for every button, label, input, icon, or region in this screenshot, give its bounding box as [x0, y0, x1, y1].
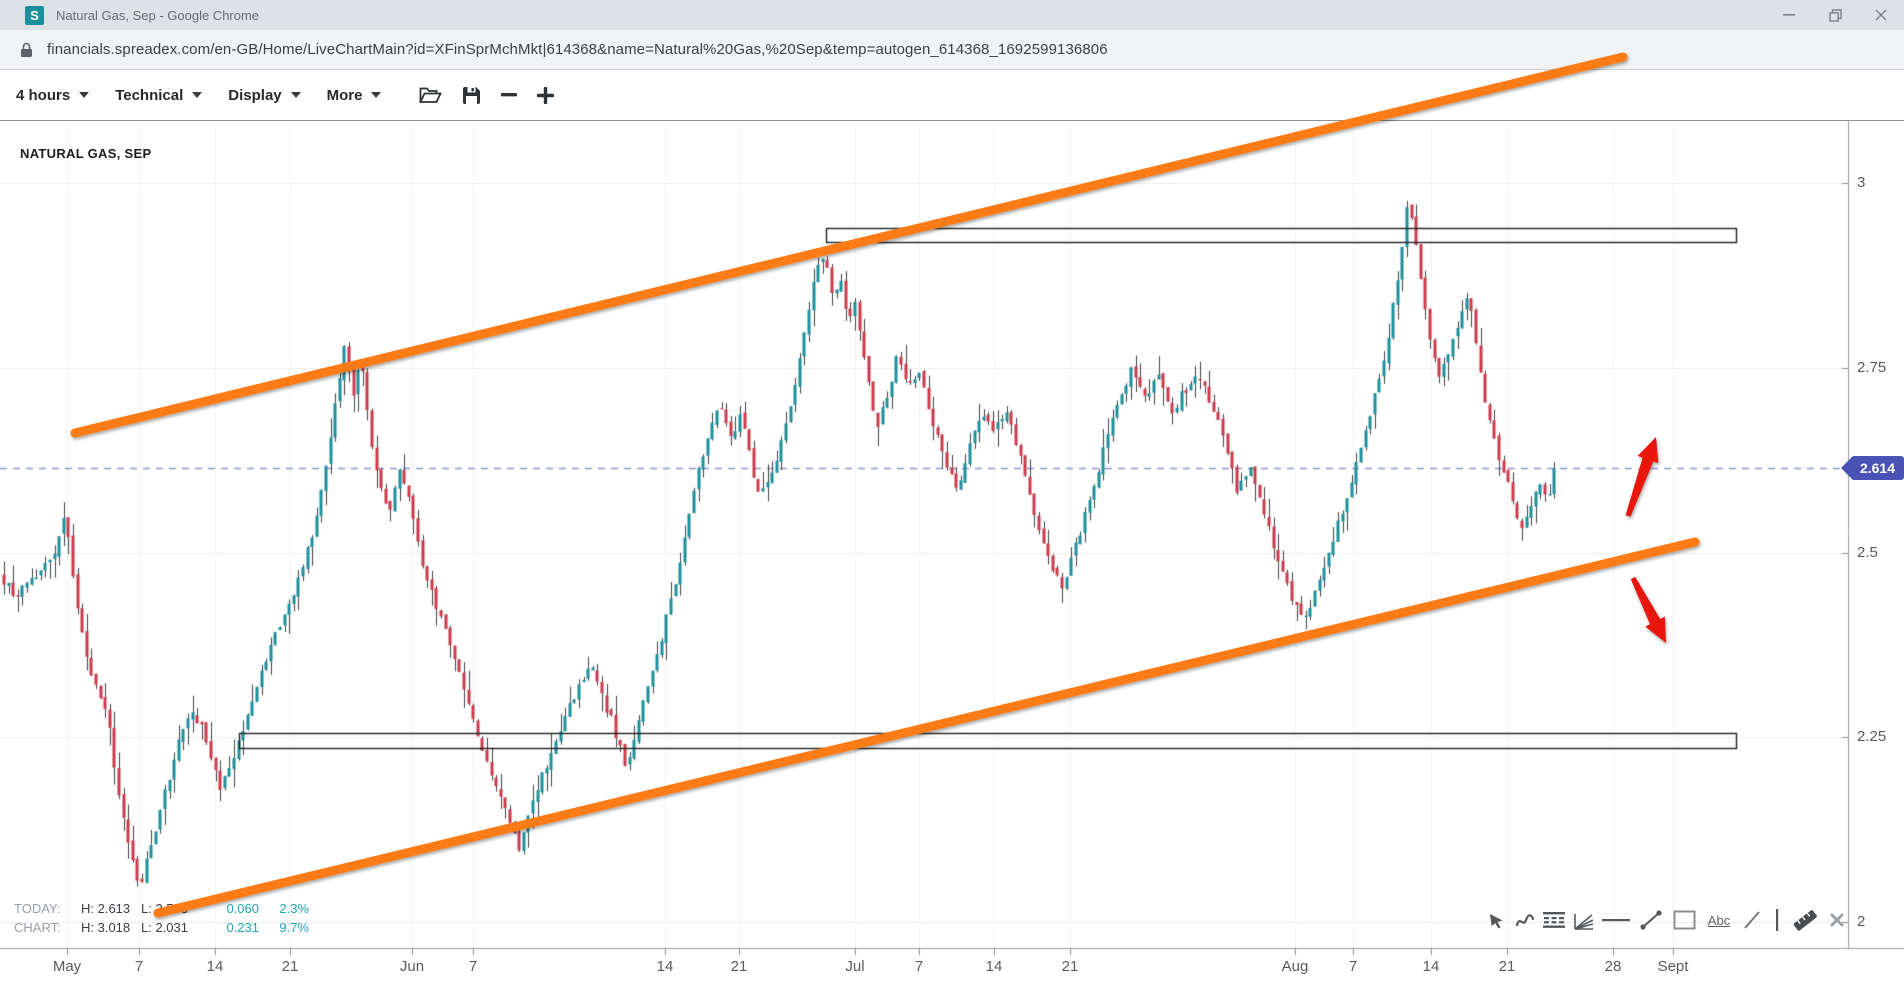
- y-axis-tick-label: 2: [1857, 913, 1866, 930]
- chevron-down-icon: [371, 92, 382, 98]
- save-chart-button[interactable]: [462, 86, 481, 105]
- pointer-tool-button[interactable]: [1485, 908, 1507, 932]
- trend-line-icon: [1640, 910, 1662, 930]
- chart-high: H: 3.018: [81, 920, 131, 935]
- x-axis-tick-label: 7: [134, 958, 144, 975]
- minimize-button[interactable]: [1766, 0, 1812, 30]
- today-change-pct: 2.3%: [279, 901, 309, 916]
- technical-menu-label: Technical: [115, 86, 184, 104]
- url-text[interactable]: financials.spreadex.com/en-GB/Home/LiveC…: [47, 41, 1108, 58]
- x-axis-tick-label: 7: [1348, 958, 1358, 975]
- x-axis-tick-label: Aug: [1281, 958, 1309, 975]
- current-price-tag: 2.614: [1841, 456, 1904, 480]
- address-bar[interactable]: financials.spreadex.com/en-GB/Home/LiveC…: [0, 30, 1904, 70]
- x-axis-tick-label: Jul: [845, 958, 865, 975]
- plus-icon: [537, 86, 555, 104]
- x-axis-tick-label: 21: [1498, 958, 1516, 975]
- technical-menu[interactable]: Technical: [115, 86, 203, 104]
- lock-icon: [20, 42, 33, 58]
- spreadex-app-icon: S: [25, 5, 44, 25]
- x-axis-tick-label: 14: [656, 958, 674, 975]
- remove-drawings-button[interactable]: [1826, 908, 1848, 932]
- curve-line-icon: [1515, 914, 1535, 927]
- curve-tool-button[interactable]: [1514, 908, 1536, 932]
- x-axis-tick-label: 21: [1061, 958, 1079, 975]
- rectangle-icon: [1673, 910, 1695, 930]
- grid-icon: [1543, 912, 1565, 928]
- chevron-down-icon: [290, 92, 301, 98]
- stats-label: CHART:: [14, 920, 61, 935]
- x-axis-tick-label: 21: [281, 958, 299, 975]
- display-menu[interactable]: Display: [228, 86, 301, 104]
- x-axis-tick-label: 21: [730, 958, 748, 975]
- display-menu-label: Display: [228, 86, 282, 104]
- chevron-down-icon: [79, 92, 90, 98]
- restore-button[interactable]: [1812, 0, 1858, 30]
- zoom-in-button[interactable]: [537, 86, 555, 104]
- y-axis-tick-label: 2.5: [1857, 543, 1878, 561]
- diagonal-line-icon: [1744, 911, 1760, 929]
- rectangle-tool-button[interactable]: [1671, 908, 1697, 932]
- horizontal-line-icon: [1602, 919, 1630, 922]
- vertical-line-icon: [1776, 909, 1779, 931]
- restore-icon: [1828, 8, 1842, 22]
- chart-toolbar: 4 hours Technical Display More: [0, 70, 1904, 121]
- chevron-down-icon: [192, 92, 203, 98]
- more-menu-label: More: [326, 86, 363, 104]
- chart-change-pct: 9.7%: [279, 920, 309, 935]
- cursor-arrow-icon: [1490, 914, 1503, 929]
- x-axis-tick-label: 7: [468, 958, 478, 975]
- today-low: L: 2.553: [141, 901, 188, 916]
- x-axis-tick-label: 14: [206, 958, 224, 975]
- x-axis-tick-label: 14: [1422, 958, 1440, 975]
- fan-lines-icon: [1573, 913, 1593, 930]
- horizontal-line-tool-button[interactable]: [1601, 908, 1631, 932]
- minus-icon: [501, 93, 518, 97]
- drawing-toolbar: Abc: [1485, 908, 1848, 932]
- chart-symbol-label: NATURAL GAS, SEP: [20, 146, 152, 161]
- x-axis-tick-label: May: [52, 958, 82, 975]
- current-price-value: 2.614: [1859, 460, 1896, 476]
- window-title: Natural Gas, Sep - Google Chrome: [56, 7, 260, 23]
- x-axis-tick-label: 14: [985, 958, 1003, 975]
- grid-tool-button[interactable]: [1543, 908, 1565, 932]
- x-axis-tick-label: 28: [1604, 958, 1622, 975]
- today-change: 0.060: [226, 901, 259, 916]
- chart-stats-row: CHART: H: 3.018 L: 2.031 0.231 9.7%: [14, 918, 309, 937]
- vertical-line-tool-button[interactable]: [1770, 908, 1784, 932]
- save-icon: [463, 86, 481, 104]
- y-axis-tick-label: 3: [1857, 174, 1866, 191]
- diagonal-line-tool-button[interactable]: [1741, 908, 1763, 932]
- ruler-icon: [1793, 910, 1817, 931]
- x-axis-tick-label: Jun: [399, 958, 425, 975]
- timeframe-menu-label: 4 hours: [16, 86, 71, 104]
- more-menu[interactable]: More: [327, 87, 382, 104]
- stats-label: TODAY:: [14, 901, 61, 916]
- text-tool-button[interactable]: Abc: [1707, 912, 1731, 928]
- y-axis-tick-label: 2.75: [1857, 358, 1887, 376]
- today-stats-row: TODAY: H: 2.613 L: 2.553 0.060 2.3%: [14, 899, 309, 918]
- close-button[interactable]: [1858, 0, 1904, 30]
- delete-x-icon: [1830, 913, 1844, 927]
- x-axis-tick-label: Sept: [1657, 958, 1689, 975]
- price-stats: TODAY: H: 2.613 L: 2.553 0.060 2.3% CHAR…: [14, 899, 309, 937]
- y-axis-tick-label: 2.25: [1857, 728, 1887, 746]
- open-folder-icon: [419, 87, 443, 103]
- today-high: H: 2.613: [81, 901, 131, 916]
- trend-line-tool-button[interactable]: [1638, 908, 1664, 932]
- chart-low: L: 2.031: [141, 920, 188, 935]
- x-axis-tick-label: 7: [914, 958, 924, 975]
- chart-change: 0.231: [226, 920, 259, 935]
- measure-tool-button[interactable]: [1791, 908, 1819, 932]
- minimize-icon: [1783, 14, 1795, 16]
- window-titlebar: S Natural Gas, Sep - Google Chrome: [0, 0, 1904, 30]
- timeframe-menu[interactable]: 4 hours: [16, 86, 90, 104]
- zoom-out-button[interactable]: [501, 93, 518, 97]
- close-icon: [1875, 9, 1887, 21]
- fan-lines-tool-button[interactable]: [1572, 908, 1594, 932]
- open-chart-button[interactable]: [419, 86, 443, 105]
